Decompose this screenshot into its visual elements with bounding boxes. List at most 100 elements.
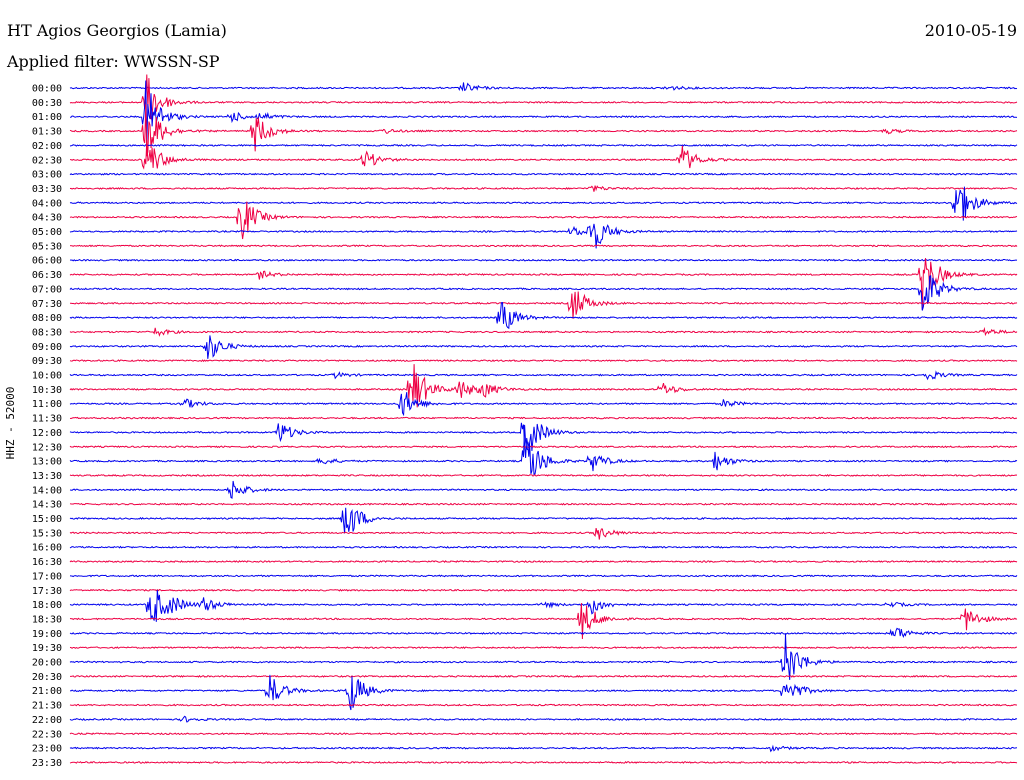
trace-line [69,80,1018,143]
time-tick-label: 04:30 [32,213,62,224]
trace-line [69,186,1018,221]
time-tick-label: 05:00 [32,227,62,238]
trace-line [69,74,1018,120]
time-tick-label: 00:30 [32,98,62,109]
time-tick-label: 22:00 [32,715,62,726]
station-title: HT Agios Georgios (Lamia) [7,21,227,40]
time-tick-label: 15:30 [32,528,62,539]
trace-line [69,104,1018,157]
time-tick-label: 03:30 [32,184,62,195]
trace-line [69,258,1018,310]
trace-line [69,201,1018,240]
trace-line [69,627,1018,639]
time-tick-label: 09:30 [32,356,62,367]
trace-line [69,574,1018,578]
trace-line [69,424,1018,476]
time-tick-label: 21:00 [32,686,62,697]
date-label: 2010-05-19 [924,21,1017,40]
time-tick-label: 11:00 [32,399,62,410]
trace-line [69,474,1018,477]
trace-line [69,258,1018,262]
trace-line [69,275,1018,311]
time-tick-label: 06:30 [32,270,62,281]
trace-line [69,445,1018,449]
time-tick-label: 13:30 [32,471,62,482]
time-tick-label: 21:30 [32,701,62,712]
trace-line [69,223,1018,249]
time-tick-label: 10:30 [32,385,62,396]
time-tick-label: 01:00 [32,112,62,123]
time-tick-label: 23:00 [32,744,62,755]
trace-line [69,335,1018,359]
time-tick-group: 00:00 00:30 01:00 01:30 02:00 02:30 03:00 03:30… [32,84,62,769]
trace-line [69,590,1018,622]
time-tick-label: 16:00 [32,543,62,554]
trace-line [69,302,1018,330]
time-tick-label: 14:00 [32,485,62,496]
time-tick-label: 07:00 [32,284,62,295]
time-tick-label: 18:30 [32,614,62,625]
trace-line [69,359,1018,363]
time-tick-label: 16:30 [32,557,62,568]
time-tick-label: 08:00 [32,313,62,324]
trace-line [69,744,1018,753]
trace-line [69,602,1018,640]
trace-line [69,326,1018,337]
time-tick-label: 18:00 [32,600,62,611]
trace-line [69,364,1018,408]
time-tick-label: 17:30 [32,586,62,597]
trace-line [69,715,1018,723]
time-tick-label: 22:30 [32,729,62,740]
time-tick-label: 20:30 [32,672,62,683]
trace-line [70,139,1018,170]
trace-line [69,185,1018,192]
trace-line [69,291,1018,319]
time-tick-label: 02:00 [32,141,62,152]
time-tick-label: 07:30 [32,299,62,310]
time-tick-label: 12:00 [32,428,62,439]
time-tick-label: 09:00 [32,342,62,353]
trace-line [69,633,1018,680]
trace-line [70,674,1018,678]
time-tick-label: 13:00 [32,457,62,468]
time-tick-label: 19:30 [32,643,62,654]
time-tick-label: 01:30 [32,127,62,138]
time-tick-label: 14:30 [32,500,62,511]
trace-line [69,703,1017,707]
trace-line [69,370,1018,381]
trace-line [69,732,1018,736]
trace-line [69,143,1018,147]
trace-line [69,761,1018,764]
time-tick-label: 11:30 [32,414,62,425]
trace-line [69,527,1018,540]
trace-line [69,674,1018,711]
time-tick-label: 08:30 [32,327,62,338]
filter-label: Applied filter: WWSSN-SP [7,52,220,71]
time-tick-label: 17:00 [32,571,62,582]
time-tick-label: 00:00 [32,84,62,95]
time-tick-label: 04:00 [32,198,62,209]
time-tick-label: 03:00 [32,170,62,181]
trace-line [69,502,1018,506]
trace-line [69,416,1018,420]
time-tick-label: 02:30 [32,155,62,166]
trace-line [69,560,1018,563]
trace-line [69,422,1018,459]
trace-group [69,74,1018,764]
trace-line [69,172,1018,176]
trace-line [69,545,1017,549]
trace-line [69,392,1018,417]
trace-line [69,244,1018,248]
trace-line [69,82,1018,92]
time-tick-label: 12:30 [32,442,62,453]
channel-label: HHZ - 52000 [4,387,17,460]
time-tick-label: 23:30 [32,758,62,769]
time-tick-label: 06:00 [32,256,62,267]
trace-line [69,588,1018,592]
trace-line [69,646,1018,650]
time-tick-label: 20:00 [32,658,62,669]
time-tick-label: 05:30 [32,241,62,252]
time-tick-label: 19:00 [32,629,62,640]
time-tick-label: 15:00 [32,514,62,525]
